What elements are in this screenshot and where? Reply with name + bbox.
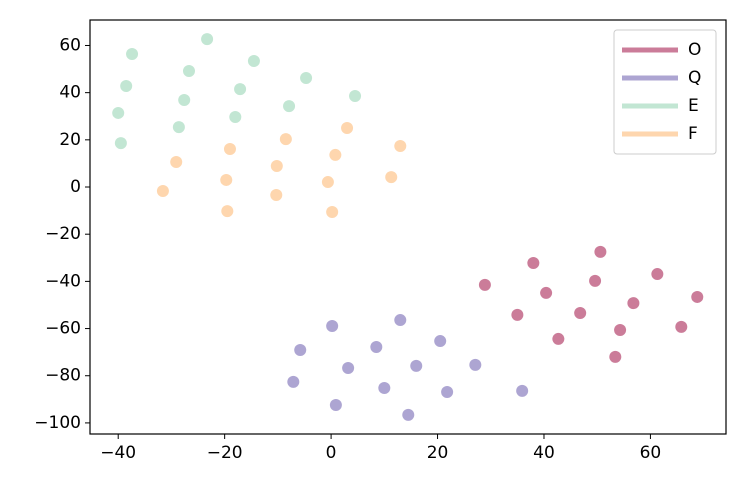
y-tick-label: 0 xyxy=(70,177,81,197)
point xyxy=(370,340,383,353)
x-tick-label: 60 xyxy=(640,443,662,463)
point xyxy=(540,286,553,299)
point xyxy=(321,176,334,189)
point xyxy=(478,278,491,291)
point xyxy=(410,359,423,372)
y-tick-label: 20 xyxy=(59,130,81,150)
point xyxy=(270,160,283,173)
legend-box xyxy=(613,29,717,155)
point xyxy=(170,156,183,169)
point xyxy=(469,358,482,371)
point xyxy=(349,89,362,102)
point xyxy=(609,350,622,363)
legend-label: F xyxy=(688,124,698,144)
point xyxy=(394,139,407,152)
x-tick-label: 20 xyxy=(427,443,449,463)
x-tick-label: −40 xyxy=(100,443,136,463)
point xyxy=(516,384,529,397)
point xyxy=(651,268,664,281)
y-tick-label: −40 xyxy=(45,271,81,291)
legend-label: E xyxy=(688,96,699,116)
point xyxy=(300,72,313,85)
point xyxy=(221,205,234,218)
point xyxy=(156,185,169,198)
point xyxy=(279,133,292,146)
point xyxy=(589,274,602,287)
point xyxy=(178,93,191,106)
point xyxy=(511,308,524,321)
point xyxy=(552,332,565,345)
point xyxy=(434,335,447,348)
x-tick-label: 0 xyxy=(326,443,337,463)
point xyxy=(378,382,391,394)
legend-label: O xyxy=(688,40,701,60)
point xyxy=(126,47,139,60)
point xyxy=(220,173,233,186)
point xyxy=(223,143,236,156)
point xyxy=(691,290,704,303)
point xyxy=(385,171,398,184)
point xyxy=(441,386,454,399)
point xyxy=(342,361,355,374)
y-tick-label: −20 xyxy=(45,224,81,244)
point xyxy=(329,148,342,161)
point xyxy=(247,55,260,68)
point xyxy=(574,306,587,319)
point xyxy=(614,323,627,336)
point xyxy=(402,408,415,421)
point xyxy=(675,320,688,333)
legend-label: Q xyxy=(688,68,701,88)
x-tick-label: −20 xyxy=(207,443,243,463)
point xyxy=(329,398,342,411)
point xyxy=(341,122,354,135)
point xyxy=(229,110,242,123)
point xyxy=(114,137,127,150)
point xyxy=(270,189,283,202)
point xyxy=(172,121,185,134)
point xyxy=(112,106,125,119)
y-tick-label: −60 xyxy=(45,319,81,339)
point xyxy=(627,297,640,310)
point xyxy=(287,375,300,388)
point xyxy=(326,206,339,219)
plot-frame xyxy=(89,19,727,435)
point xyxy=(283,100,296,113)
point xyxy=(326,319,339,332)
point xyxy=(120,80,133,93)
point xyxy=(594,245,607,258)
y-tick-label: 40 xyxy=(59,83,81,103)
point xyxy=(234,83,247,96)
y-tick-label: 60 xyxy=(59,35,81,55)
point xyxy=(394,314,407,327)
y-tick-label: −80 xyxy=(45,366,81,386)
x-tick-label: 40 xyxy=(533,443,555,463)
point xyxy=(182,64,195,77)
point xyxy=(527,256,540,269)
point xyxy=(201,33,214,46)
point xyxy=(294,344,307,357)
y-tick-label: −100 xyxy=(34,413,81,433)
